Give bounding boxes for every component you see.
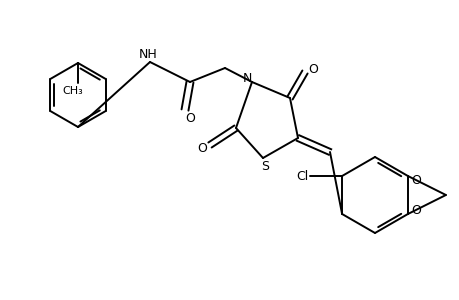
Text: N: N xyxy=(242,71,251,85)
Text: O: O xyxy=(308,62,317,76)
Text: O: O xyxy=(196,142,207,154)
Text: O: O xyxy=(410,173,420,187)
Text: S: S xyxy=(260,160,269,172)
Text: Cl: Cl xyxy=(295,169,308,182)
Text: O: O xyxy=(410,203,420,217)
Text: O: O xyxy=(185,112,195,124)
Text: CH₃: CH₃ xyxy=(62,86,83,96)
Text: NH: NH xyxy=(138,47,157,61)
